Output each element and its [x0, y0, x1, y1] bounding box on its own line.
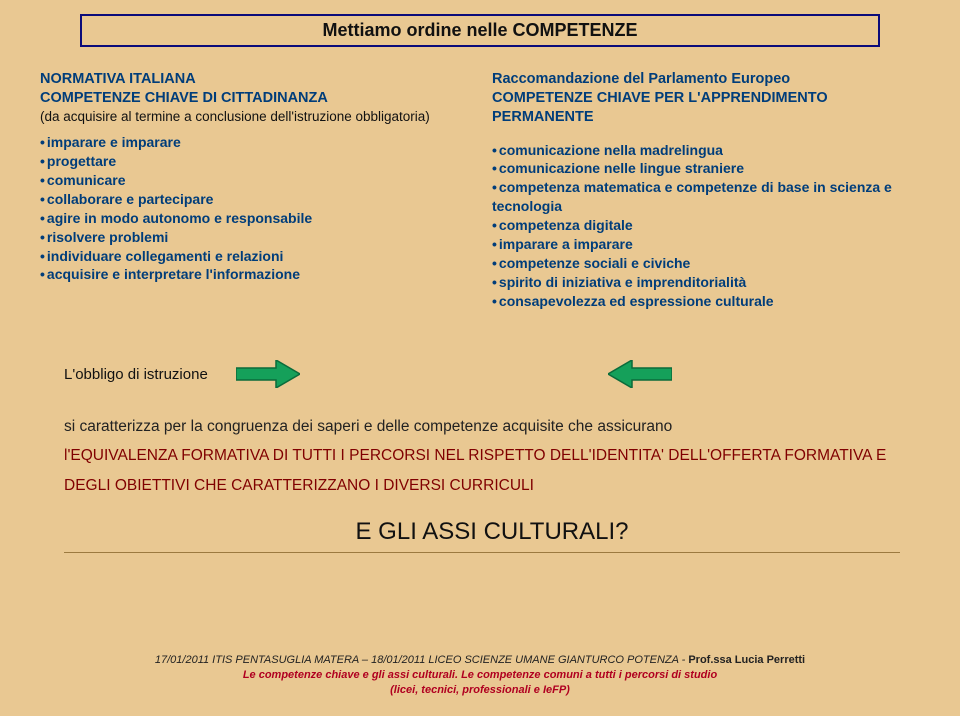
question-text: E GLI ASSI CULTURALI?: [64, 518, 920, 546]
left-heading-1: NORMATIVA ITALIANA: [40, 70, 468, 89]
footer: 17/01/2011 ITIS PENTASUGLIA MATERA – 18/…: [0, 653, 960, 698]
list-item: imparare e imparare: [40, 133, 468, 152]
list-item: risolvere problemi: [40, 228, 468, 247]
body-text: si caratterizza per la congruenza dei sa…: [64, 412, 920, 500]
columns: NORMATIVA ITALIANA COMPETENZE CHIAVE DI …: [40, 70, 920, 311]
list-item: competenza matematica e competenze di ba…: [492, 178, 920, 216]
list-item: comunicazione nella madrelingua: [492, 141, 920, 160]
left-column: NORMATIVA ITALIANA COMPETENZE CHIAVE DI …: [40, 70, 468, 311]
obbligo-label: L'obbligo di istruzione: [64, 366, 208, 383]
arrow-left-icon: [608, 360, 672, 388]
body-main: l'EQUIVALENZA FORMATIVA DI TUTTI I PERCO…: [64, 447, 886, 493]
list-item: progettare: [40, 152, 468, 171]
list-item: agire in modo autonomo e responsabile: [40, 209, 468, 228]
list-item: competenze sociali e civiche: [492, 254, 920, 273]
list-item: individuare collegamenti e relazioni: [40, 247, 468, 266]
right-bullets: comunicazione nella madrelingua comunica…: [492, 141, 920, 311]
footer-line-2: Le competenze chiave e gli assi cultural…: [0, 668, 960, 683]
slide-title-box: Mettiamo ordine nelle COMPETENZE: [80, 14, 880, 47]
list-item: comunicare: [40, 171, 468, 190]
obbligo-row: L'obbligo di istruzione: [64, 360, 920, 388]
list-item: consapevolezza ed espressione culturale: [492, 292, 920, 311]
footer-line-3: (licei, tecnici, professionali e IeFP): [0, 683, 960, 698]
left-note: (da acquisire al termine a conclusione d…: [40, 108, 468, 126]
slide: Mettiamo ordine nelle COMPETENZE NORMATI…: [0, 0, 960, 716]
right-heading-2: COMPETENZE CHIAVE PER L'APPRENDIMENTO PE…: [492, 89, 920, 127]
right-column: Raccomandazione del Parlamento Europeo C…: [492, 70, 920, 311]
slide-title: Mettiamo ordine nelle COMPETENZE: [322, 20, 637, 40]
list-item: imparare a imparare: [492, 235, 920, 254]
list-item: collaborare e partecipare: [40, 190, 468, 209]
divider: [64, 552, 900, 553]
left-bullets: imparare e imparare progettare comunicar…: [40, 133, 468, 284]
body-lead: si caratterizza per la congruenza dei sa…: [64, 418, 672, 435]
list-item: acquisire e interpretare l'informazione: [40, 265, 468, 284]
left-heading-2: COMPETENZE CHIAVE DI CITTADINANZA: [40, 89, 468, 108]
arrow-right-icon: [236, 360, 300, 388]
footer-author: Prof.ssa Lucia Perretti: [688, 654, 805, 666]
list-item: spirito di iniziativa e imprenditorialit…: [492, 273, 920, 292]
footer-line-1-pre: 17/01/2011 ITIS PENTASUGLIA MATERA – 18/…: [155, 654, 688, 666]
right-heading-1: Raccomandazione del Parlamento Europeo: [492, 70, 920, 89]
list-item: competenza digitale: [492, 216, 920, 235]
list-item: comunicazione nelle lingue straniere: [492, 159, 920, 178]
footer-line-1: 17/01/2011 ITIS PENTASUGLIA MATERA – 18/…: [0, 653, 960, 668]
middle-section: L'obbligo di istruzione si caratterizza …: [64, 360, 920, 553]
